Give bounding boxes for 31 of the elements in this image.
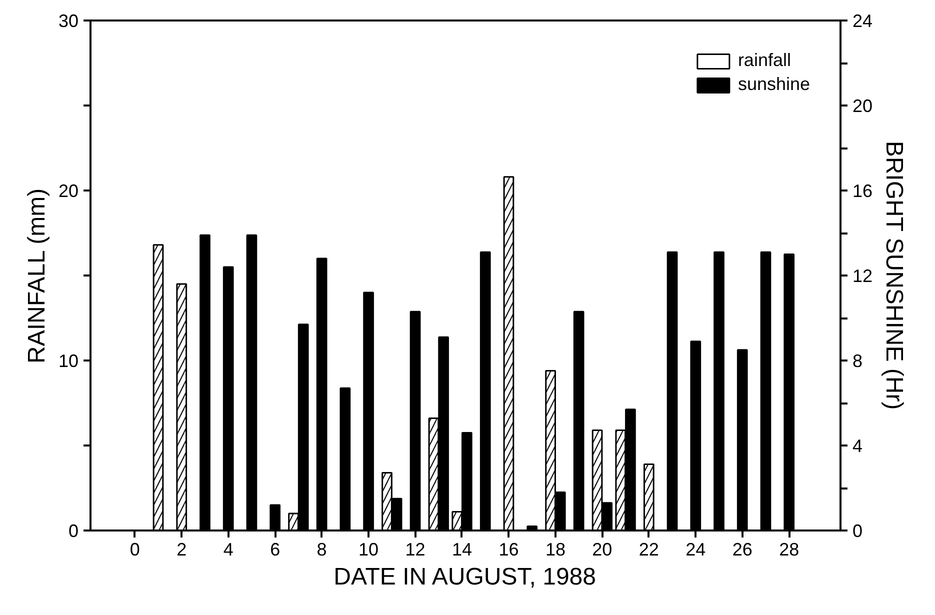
y-tick-label: 0: [68, 521, 79, 541]
x-tick-label: 16: [498, 540, 519, 560]
legend-label: sunshine: [738, 74, 810, 95]
x-tick-label: 14: [452, 540, 472, 560]
x-tick-label: 8: [316, 540, 327, 560]
x-tick-label: 4: [223, 540, 234, 560]
y2-tick-label: 16: [852, 181, 873, 201]
x-tick-label: 26: [732, 540, 752, 560]
y-tick-label: 30: [58, 11, 79, 31]
x-tick-label: 24: [686, 540, 706, 560]
x-tick-label: 12: [405, 540, 426, 560]
x-tick-label: 2: [176, 540, 187, 560]
y-axis-title: RAINFALL (mm): [23, 188, 50, 364]
y-tick-label: 10: [58, 351, 79, 371]
x-tick-label: 0: [130, 540, 140, 560]
y2-tick-label: 12: [852, 266, 873, 286]
y2-tick-label: 8: [852, 351, 863, 371]
x-axis-title: DATE IN AUGUST, 1988: [334, 564, 596, 590]
x-tick-label: 20: [592, 540, 612, 560]
legend-label: rainfall: [738, 50, 791, 71]
x-tick-label: 28: [779, 540, 800, 560]
y2-tick-label: 4: [852, 436, 863, 456]
x-tick-label: 18: [545, 540, 566, 560]
y-tick-label: 20: [58, 181, 79, 201]
y2-axis-title: BRIGHT SUNSHINE (Hr): [880, 140, 908, 410]
x-tick-label: 10: [358, 540, 379, 560]
y2-tick-label: 20: [852, 96, 873, 116]
x-tick-label: 22: [638, 540, 659, 560]
y2-tick-label: 24: [852, 11, 873, 31]
x-tick-label: 6: [270, 540, 280, 560]
y2-tick-label: 0: [852, 521, 863, 541]
